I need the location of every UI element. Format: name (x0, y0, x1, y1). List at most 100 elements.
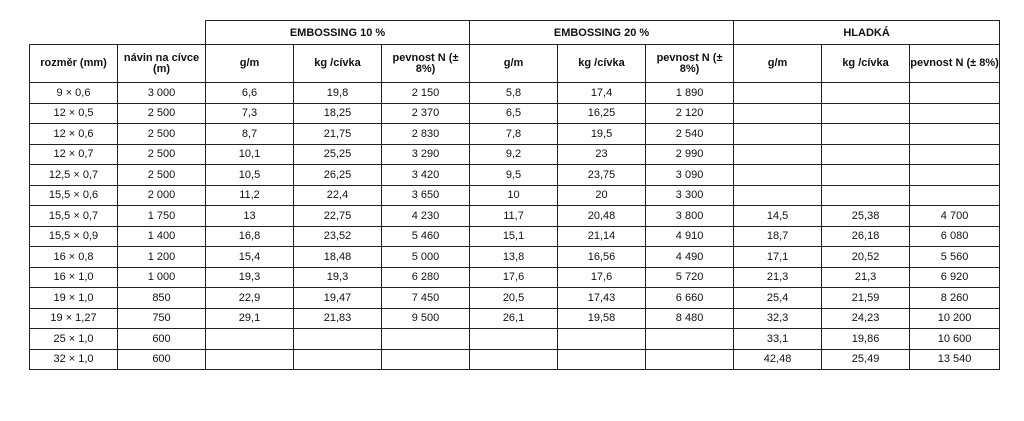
cell-size: 12,5 × 0,7 (29, 164, 118, 186)
cell-e20-kg: 23,75 (557, 164, 647, 186)
cell-e20-gpm: 5,8 (469, 82, 559, 104)
table-row: 12 × 0,5 2 500 7,3 18,25 2 370 6,5 16,25 2 120 (29, 102, 1001, 124)
col-header-strength: pevnost N (± 8%) (380, 44, 471, 83)
cell-e10-kg: 21,83 (293, 307, 382, 329)
cell-e10-gpm: 7,3 (205, 102, 294, 124)
cell-e20-strength (645, 348, 735, 370)
col-header-gpm: g/m (733, 44, 823, 83)
cell-e10-gpm: 10,5 (205, 164, 294, 186)
cell-e10-gpm: 13 (205, 205, 294, 227)
cell-e10-kg: 26,25 (293, 164, 382, 186)
cell-e20-kg: 17,6 (557, 266, 647, 288)
cell-e10-strength: 4 230 (380, 205, 471, 227)
cell-e10-kg: 18,48 (293, 246, 382, 268)
cell-e20-strength: 4 490 (645, 246, 735, 268)
cell-e20-strength: 3 090 (645, 164, 735, 186)
cell-winding: 2 000 (117, 184, 206, 206)
cell-hl-gpm (733, 102, 823, 124)
cell-winding: 3 000 (117, 82, 206, 104)
cell-hl-kg (821, 123, 911, 145)
cell-size: 12 × 0,6 (29, 123, 118, 145)
cell-hl-gpm: 32,3 (733, 307, 823, 329)
cell-size: 19 × 1,27 (29, 307, 118, 329)
cell-hl-gpm (733, 123, 823, 145)
col-header-kg: kg /cívka (293, 44, 382, 83)
table-row: 9 × 0,6 3 000 6,6 19,8 2 150 5,8 17,4 1 890 (29, 82, 1001, 104)
cell-e20-gpm: 6,5 (469, 102, 559, 124)
cell-e10-gpm: 19,3 (205, 266, 294, 288)
cell-e20-gpm: 9,2 (469, 143, 559, 165)
table-row: 15,5 × 0,9 1 400 16,8 23,52 5 460 15,1 21,14 4 … (29, 225, 1001, 247)
cell-e20-gpm: 9,5 (469, 164, 559, 186)
cell-e10-strength: 5 460 (380, 225, 471, 247)
table-row: 15,5 × 0,6 2 000 11,2 22,4 3 650 10 20 3 300 (29, 184, 1001, 206)
cell-e20-kg: 16,25 (557, 102, 647, 124)
cell-hl-strength: 13 540 (909, 348, 1001, 370)
cell-size: 16 × 0,8 (29, 246, 118, 268)
cell-size: 12 × 0,5 (29, 102, 118, 124)
cell-e10-kg: 22,4 (293, 184, 382, 206)
group-header-embossing-20: EMBOSSING 20 % (469, 20, 735, 45)
cell-e20-gpm (469, 348, 559, 370)
column-header-row: rozměr (mm) návin na cívce (m) g/m kg /c… (29, 44, 1001, 83)
cell-hl-strength: 6 080 (909, 225, 1001, 247)
cell-hl-strength: 10 200 (909, 307, 1001, 329)
cell-hl-strength (909, 102, 1001, 124)
cell-e20-strength: 2 540 (645, 123, 735, 145)
cell-e10-kg: 19,3 (293, 266, 382, 288)
table-row: 16 × 0,8 1 200 15,4 18,48 5 000 13,8 16,56 4 49… (29, 246, 1001, 268)
cell-e10-kg: 22,75 (293, 205, 382, 227)
cell-hl-strength: 10 600 (909, 328, 1001, 350)
cell-e10-gpm: 22,9 (205, 287, 294, 309)
cell-e20-kg: 17,43 (557, 287, 647, 309)
cell-winding: 850 (117, 287, 206, 309)
table-row: 19 × 1,0 850 22,9 19,47 7 450 20,5 17,43 6 660 2… (29, 287, 1001, 309)
col-header-size: rozměr (mm) (29, 44, 118, 83)
cell-e10-kg: 23,52 (293, 225, 382, 247)
cell-e20-gpm: 7,8 (469, 123, 559, 145)
cell-e20-gpm: 20,5 (469, 287, 559, 309)
cell-size: 32 × 1,0 (29, 348, 118, 370)
cell-hl-kg: 24,23 (821, 307, 911, 329)
cell-e10-gpm: 15,4 (205, 246, 294, 268)
cell-e10-strength: 2 150 (380, 82, 471, 104)
col-header-strength: pevnost N (± 8%) (645, 44, 735, 83)
cell-e10-strength: 6 280 (380, 266, 471, 288)
cell-e10-strength: 2 830 (380, 123, 471, 145)
cell-e10-kg: 25,25 (293, 143, 382, 165)
cell-e10-strength: 7 450 (380, 287, 471, 309)
cell-winding: 2 500 (117, 123, 206, 145)
cell-hl-gpm: 18,7 (733, 225, 823, 247)
col-header-kg: kg /cívka (821, 44, 911, 83)
group-header-hladka: HLADKÁ (733, 20, 1001, 45)
cell-size: 19 × 1,0 (29, 287, 118, 309)
cell-hl-kg: 25,38 (821, 205, 911, 227)
cell-e10-gpm: 16,8 (205, 225, 294, 247)
cell-hl-kg: 20,52 (821, 246, 911, 268)
cell-e20-strength: 1 890 (645, 82, 735, 104)
cell-hl-kg (821, 164, 911, 186)
cell-e20-strength: 2 990 (645, 143, 735, 165)
cell-winding: 1 200 (117, 246, 206, 268)
cell-hl-gpm: 17,1 (733, 246, 823, 268)
cell-hl-kg: 19,86 (821, 328, 911, 350)
cell-e20-kg: 23 (557, 143, 647, 165)
cell-winding: 600 (117, 328, 206, 350)
col-header-gpm: g/m (205, 44, 294, 83)
cell-e20-gpm: 17,6 (469, 266, 559, 288)
cell-hl-strength: 8 260 (909, 287, 1001, 309)
cell-e20-kg: 19,58 (557, 307, 647, 329)
cell-e10-strength: 3 420 (380, 164, 471, 186)
cell-size: 15,5 × 0,6 (29, 184, 118, 206)
cell-e10-strength (380, 328, 471, 350)
cell-hl-strength (909, 143, 1001, 165)
cell-winding: 1 400 (117, 225, 206, 247)
cell-e10-gpm: 10,1 (205, 143, 294, 165)
cell-e20-gpm: 15,1 (469, 225, 559, 247)
cell-e10-gpm: 6,6 (205, 82, 294, 104)
cell-e10-gpm: 8,7 (205, 123, 294, 145)
cell-hl-gpm: 42,48 (733, 348, 823, 370)
cell-hl-gpm: 25,4 (733, 287, 823, 309)
cell-e20-gpm (469, 328, 559, 350)
cell-hl-gpm: 21,3 (733, 266, 823, 288)
